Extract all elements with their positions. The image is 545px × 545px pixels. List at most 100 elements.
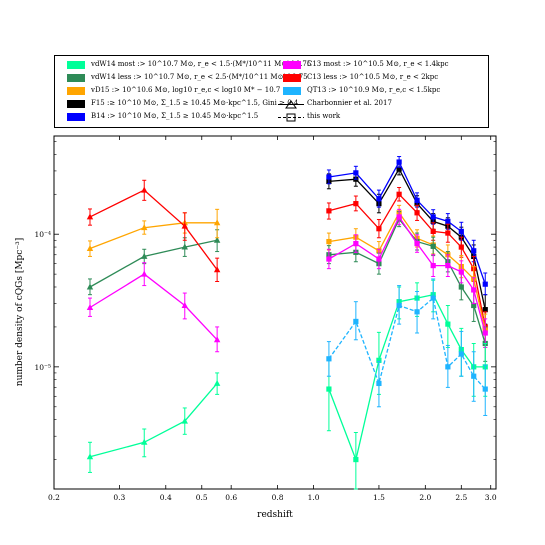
data-point-square [430, 228, 436, 234]
data-point-square [396, 214, 402, 220]
data-point-triangle [141, 438, 148, 445]
data-point-triangle [213, 236, 221, 243]
series-line [89, 222, 218, 250]
data-point-square [458, 244, 464, 250]
legend-label: this work [307, 112, 341, 120]
data-point-square [445, 262, 451, 269]
legend-swatch [67, 113, 85, 121]
data-point-square [471, 302, 477, 309]
data-point-square [326, 386, 332, 392]
data-point-triangle [213, 219, 221, 226]
data-point-triangle [213, 266, 221, 273]
data-point-triangle [181, 417, 188, 424]
legend-swatch [283, 74, 301, 82]
axis-ticks: 0.2 0.3 0.4 0.5 0.6 0.8 1.0 1.5 2.0 2.5 3.0 10⁻⁵ 10⁻… [34, 136, 497, 502]
legend-square-icon [277, 113, 305, 122]
x-tick-label: 3.0 [485, 493, 497, 502]
data-point-triangle [141, 224, 148, 231]
x-tick-label: 0.2 [48, 493, 60, 502]
data-point-square [326, 208, 332, 214]
data-point-square [396, 166, 402, 172]
data-point-square [376, 256, 382, 262]
x-tick-label: 1.0 [308, 493, 320, 502]
legend-label: C13 most :> 10^10.5 M⊙, r_e < 1.4kpc [307, 60, 449, 68]
data-point-square [482, 386, 488, 392]
data-point-triangle [141, 252, 148, 259]
series-line [89, 273, 218, 341]
data-point-square [430, 262, 436, 269]
data-point-square [414, 309, 420, 315]
legend-swatch [67, 87, 85, 95]
series-line [328, 193, 486, 328]
series-group [326, 208, 488, 348]
data-point-square [353, 201, 359, 207]
legend-label: B14 :> 10^10 M⊙, Σ_1.5 ≥ 10.45 M⊙·kpc^1.… [91, 112, 259, 120]
data-point-square [445, 364, 451, 370]
y-axis-label: number density of cQGs [Mpc⁻³] [15, 238, 25, 386]
series-line [328, 215, 486, 334]
data-point-square [430, 243, 436, 249]
data-point-square [353, 456, 359, 463]
series-line [328, 167, 486, 310]
data-point-triangle [86, 213, 94, 220]
legend-label: QT13 :> 10^10.9 M⊙, r_e,c < 1.5kpc [307, 86, 441, 94]
x-tick-label: 0.8 [272, 493, 284, 502]
x-tick-label: 1.5 [373, 493, 385, 502]
data-point-square [430, 214, 436, 220]
data-point-square [458, 351, 464, 357]
data-point-square [376, 357, 382, 363]
data-point-triangle [141, 270, 148, 277]
series-line [89, 189, 218, 271]
legend-label: Charbonnier et al. 2017 [307, 99, 392, 107]
series-line [328, 211, 486, 331]
series-group [86, 179, 221, 283]
data-point-square [414, 240, 420, 247]
y-tick-label: 10⁻⁵ [34, 363, 51, 372]
data-point-square [445, 230, 451, 236]
data-point-triangle [86, 304, 94, 311]
data-point-square [353, 170, 359, 176]
data-point-square [396, 159, 402, 165]
legend-label: vdW14 less :> 10^10.7 M⊙, r_e < 2.5·(M*/… [91, 73, 308, 81]
data-point-square [471, 287, 477, 293]
data-point-square [458, 284, 464, 290]
data-point-square [353, 318, 359, 325]
x-tick-label: 0.6 [225, 493, 237, 502]
data-point-triangle [181, 243, 188, 250]
data-point-triangle [213, 379, 221, 386]
data-point-square [482, 330, 488, 336]
data-point-square [414, 210, 420, 216]
data-point-square [396, 302, 402, 309]
data-point-square [482, 281, 488, 287]
legend-swatch [67, 74, 85, 82]
data-point-triangle [213, 336, 221, 343]
series-group [326, 278, 488, 416]
data-point-square [430, 295, 436, 301]
data-point-square [445, 218, 451, 224]
series-line [89, 382, 218, 458]
x-axis-label: redshift [257, 510, 293, 520]
x-tick-label: 2.0 [419, 493, 431, 502]
series-line [89, 239, 218, 288]
data-point-square [326, 256, 332, 262]
data-point-square [482, 307, 488, 313]
data-point-square [471, 373, 477, 379]
data-point-square [414, 197, 420, 203]
data-point-triangle [141, 186, 148, 193]
data-point-square [458, 269, 464, 275]
x-tick-label: 2.5 [455, 493, 467, 502]
series-line [328, 217, 486, 344]
data-point-triangle [86, 283, 94, 290]
data-point-square [326, 356, 332, 362]
data-point-triangle [86, 245, 94, 252]
legend-label: vdW14 most :> 10^10.7 M⊙, r_e < 1.5·(M*/… [91, 60, 312, 68]
legend: vdW14 most :> 10^10.7 M⊙, r_e < 1.5·(M*/… [54, 55, 489, 128]
legend-swatch [283, 87, 301, 95]
series-line [328, 296, 486, 390]
data-point-square [326, 174, 332, 180]
x-tick-label: 0.3 [113, 493, 125, 502]
data-point-triangle [181, 302, 188, 309]
x-tick-label: 0.4 [160, 493, 172, 502]
legend-swatch [67, 61, 85, 69]
legend-triangle-icon [277, 100, 305, 109]
